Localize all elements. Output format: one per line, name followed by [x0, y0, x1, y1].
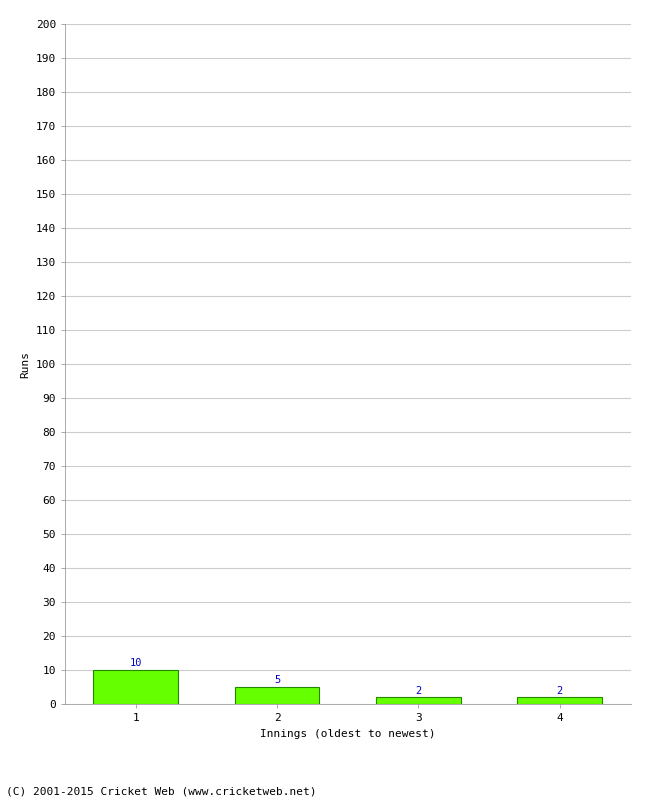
X-axis label: Innings (oldest to newest): Innings (oldest to newest)	[260, 729, 436, 738]
Bar	[94, 670, 178, 704]
Bar	[376, 697, 461, 704]
Text: 2: 2	[415, 686, 422, 695]
Text: (C) 2001-2015 Cricket Web (www.cricketweb.net): (C) 2001-2015 Cricket Web (www.cricketwe…	[6, 786, 317, 796]
Text: 2: 2	[556, 686, 563, 695]
Y-axis label: Runs: Runs	[20, 350, 30, 378]
Bar	[235, 687, 319, 704]
Bar	[517, 697, 602, 704]
Text: 10: 10	[129, 658, 142, 668]
Text: 5: 5	[274, 675, 280, 686]
